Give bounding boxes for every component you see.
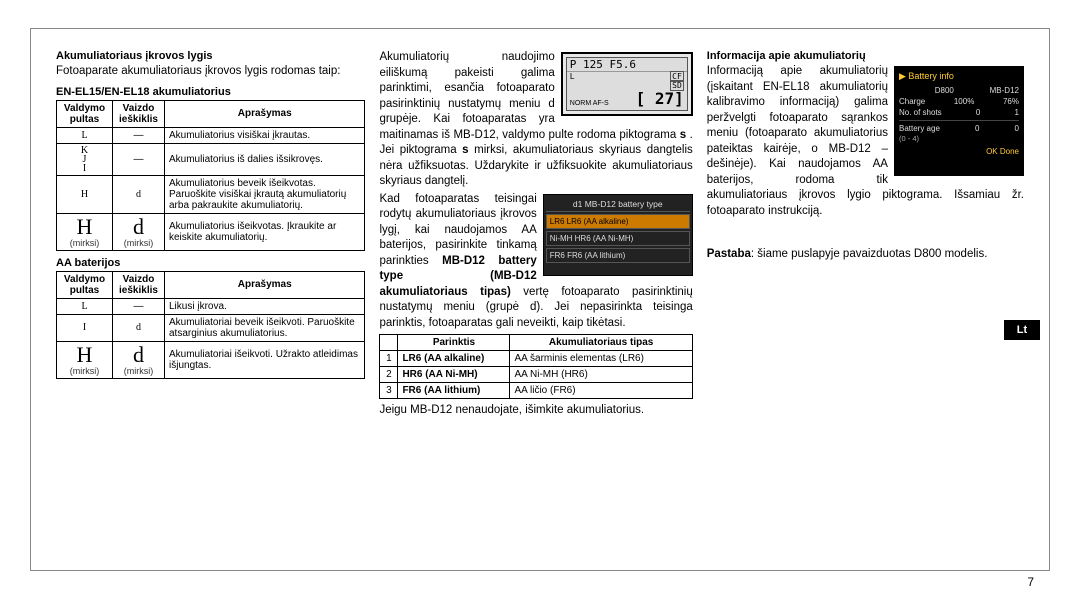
sym: d [113, 175, 165, 213]
table-row: H (mirksi) d (mirksi) Akumuliatorius iše… [57, 213, 365, 250]
th: Parinktis [398, 335, 510, 351]
table-row: 1LR6 (AA alkaline)AA šarminis elementas … [380, 351, 692, 367]
desc: Akumuliatoriai išeikvoti. Užrakto atleid… [165, 341, 365, 378]
sym: d (mirksi) [113, 213, 165, 250]
table-row: H d Akumuliatorius beveik išeikvotas. Pa… [57, 175, 365, 213]
th: Aprašymas [165, 100, 365, 127]
sym: — [113, 127, 165, 143]
th: Vaizdo ieškiklis [113, 271, 165, 298]
menu-screenshot-icon: d1 MB-D12 battery type LR6 LR6 (AA alkal… [543, 194, 693, 276]
desc: Akumuliatorius iš dalies išsikrovęs. [165, 143, 365, 175]
th: Vaizdo ieškiklis [113, 100, 165, 127]
sym: H [57, 175, 113, 213]
sym: I [57, 314, 113, 341]
sym: — [113, 143, 165, 175]
desc: Akumuliatorius beveik išeikvotas. Paruoš… [165, 175, 365, 213]
battery-info-screenshot-icon: ▶ Battery info D800MB-D12 Charge100%76% … [894, 66, 1024, 176]
desc: Likusi įkrova. [165, 298, 365, 314]
sym: d [113, 314, 165, 341]
desc: Akumuliatorius visiškai įkrautas. [165, 127, 365, 143]
table-row: L — Likusi įkrova. [57, 298, 365, 314]
table-row: L — Akumuliatorius visiškai įkrautas. [57, 127, 365, 143]
heading-battery-level: Akumuliatoriaus įkrovos lygis [56, 50, 365, 62]
heading-enel: EN-EL15/EN-EL18 akumuliatorius [56, 86, 365, 98]
sym: K J I [57, 143, 113, 175]
language-badge: Lt [1004, 320, 1040, 340]
desc: Akumuliatoriai beveik išeikvoti. Paruošk… [165, 314, 365, 341]
para-remove: Jeigu MB-D12 nenaudojate, išimkite akumu… [379, 403, 692, 419]
sym: d (mirksi) [113, 341, 165, 378]
th: Valdymo pultas [57, 271, 113, 298]
sym: — [113, 298, 165, 314]
table-row: 3FR6 (AA lithium)AA ličio (FR6) [380, 383, 692, 399]
sym: H (mirksi) [57, 213, 113, 250]
th [380, 335, 398, 351]
table-aa: Valdymo pultas Vaizdo ieškiklis Aprašyma… [56, 271, 365, 379]
heading-battery-info: Informacija apie akumuliatorių [707, 50, 1024, 62]
th: Akumuliatoriaus tipas [510, 335, 692, 351]
note: Pastaba: šiame puslapyje pavaizduotas D8… [707, 247, 1024, 263]
heading-aa: AA baterijos [56, 257, 365, 269]
table-battery-types: Parinktis Akumuliatoriaus tipas 1LR6 (AA… [379, 334, 692, 399]
para-intro: Fotoaparate akumuliatoriaus įkrovos lygi… [56, 64, 365, 80]
desc: Akumuliatorius išeikvotas. Įkraukite ar … [165, 213, 365, 250]
table-row: I d Akumuliatoriai beveik išeikvoti. Par… [57, 314, 365, 341]
table-row: 2HR6 (AA Ni-MH)AA Ni-MH (HR6) [380, 367, 692, 383]
table-row: H (mirksi) d (mirksi) Akumuliatoriai iše… [57, 341, 365, 378]
table-row: K J I — Akumuliatorius iš dalies išsikro… [57, 143, 365, 175]
th: Aprašymas [165, 271, 365, 298]
sym: L [57, 127, 113, 143]
sym: H (mirksi) [57, 341, 113, 378]
page-number: 7 [1027, 575, 1034, 589]
th: Valdymo pultas [57, 100, 113, 127]
lcd-display-icon: P 125 F5.6 LCFSD NORM AF-S [ 27] [561, 52, 693, 116]
sym: L [57, 298, 113, 314]
table-enel: Valdymo pultas Vaizdo ieškiklis Aprašyma… [56, 100, 365, 251]
